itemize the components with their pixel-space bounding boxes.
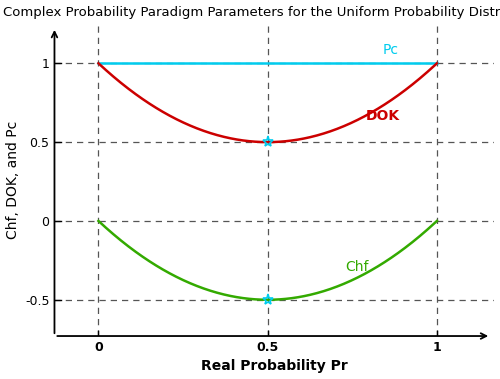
Text: DOK: DOK [366, 109, 400, 123]
Text: Pc: Pc [383, 43, 399, 57]
Title: Complex Probability Paradigm Parameters for the Uniform Probability Distribution: Complex Probability Paradigm Parameters … [2, 6, 500, 19]
Y-axis label: Chf, DOK, and Pc: Chf, DOK, and Pc [6, 121, 20, 239]
X-axis label: Real Probability Pr: Real Probability Pr [201, 359, 348, 373]
Text: Chf: Chf [346, 260, 369, 274]
